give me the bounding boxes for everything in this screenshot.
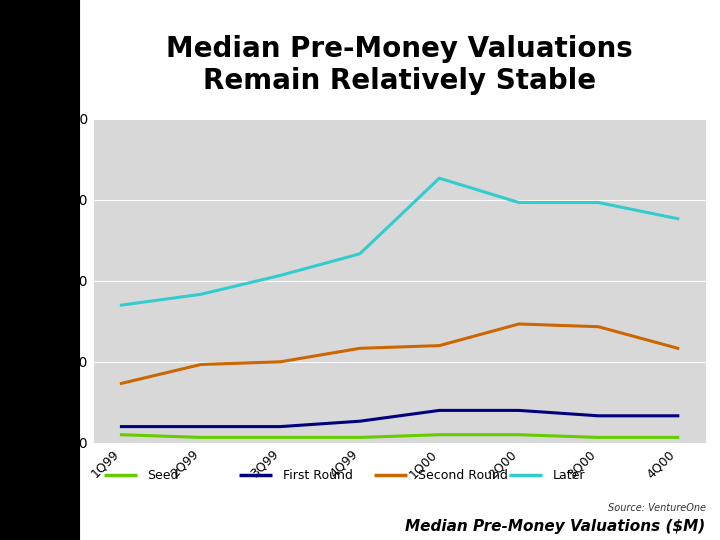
- Text: Median Pre-Money Valuations
Remain Relatively Stable: Median Pre-Money Valuations Remain Relat…: [166, 35, 633, 95]
- Text: Later: Later: [553, 469, 585, 482]
- Text: Source: VentureOne: Source: VentureOne: [608, 503, 706, 512]
- Text: Second Round: Second Round: [418, 469, 508, 482]
- Text: First Round: First Round: [283, 469, 353, 482]
- Text: Seed: Seed: [148, 469, 179, 482]
- Text: Median Pre-Money Valuations ($M): Median Pre-Money Valuations ($M): [405, 519, 706, 534]
